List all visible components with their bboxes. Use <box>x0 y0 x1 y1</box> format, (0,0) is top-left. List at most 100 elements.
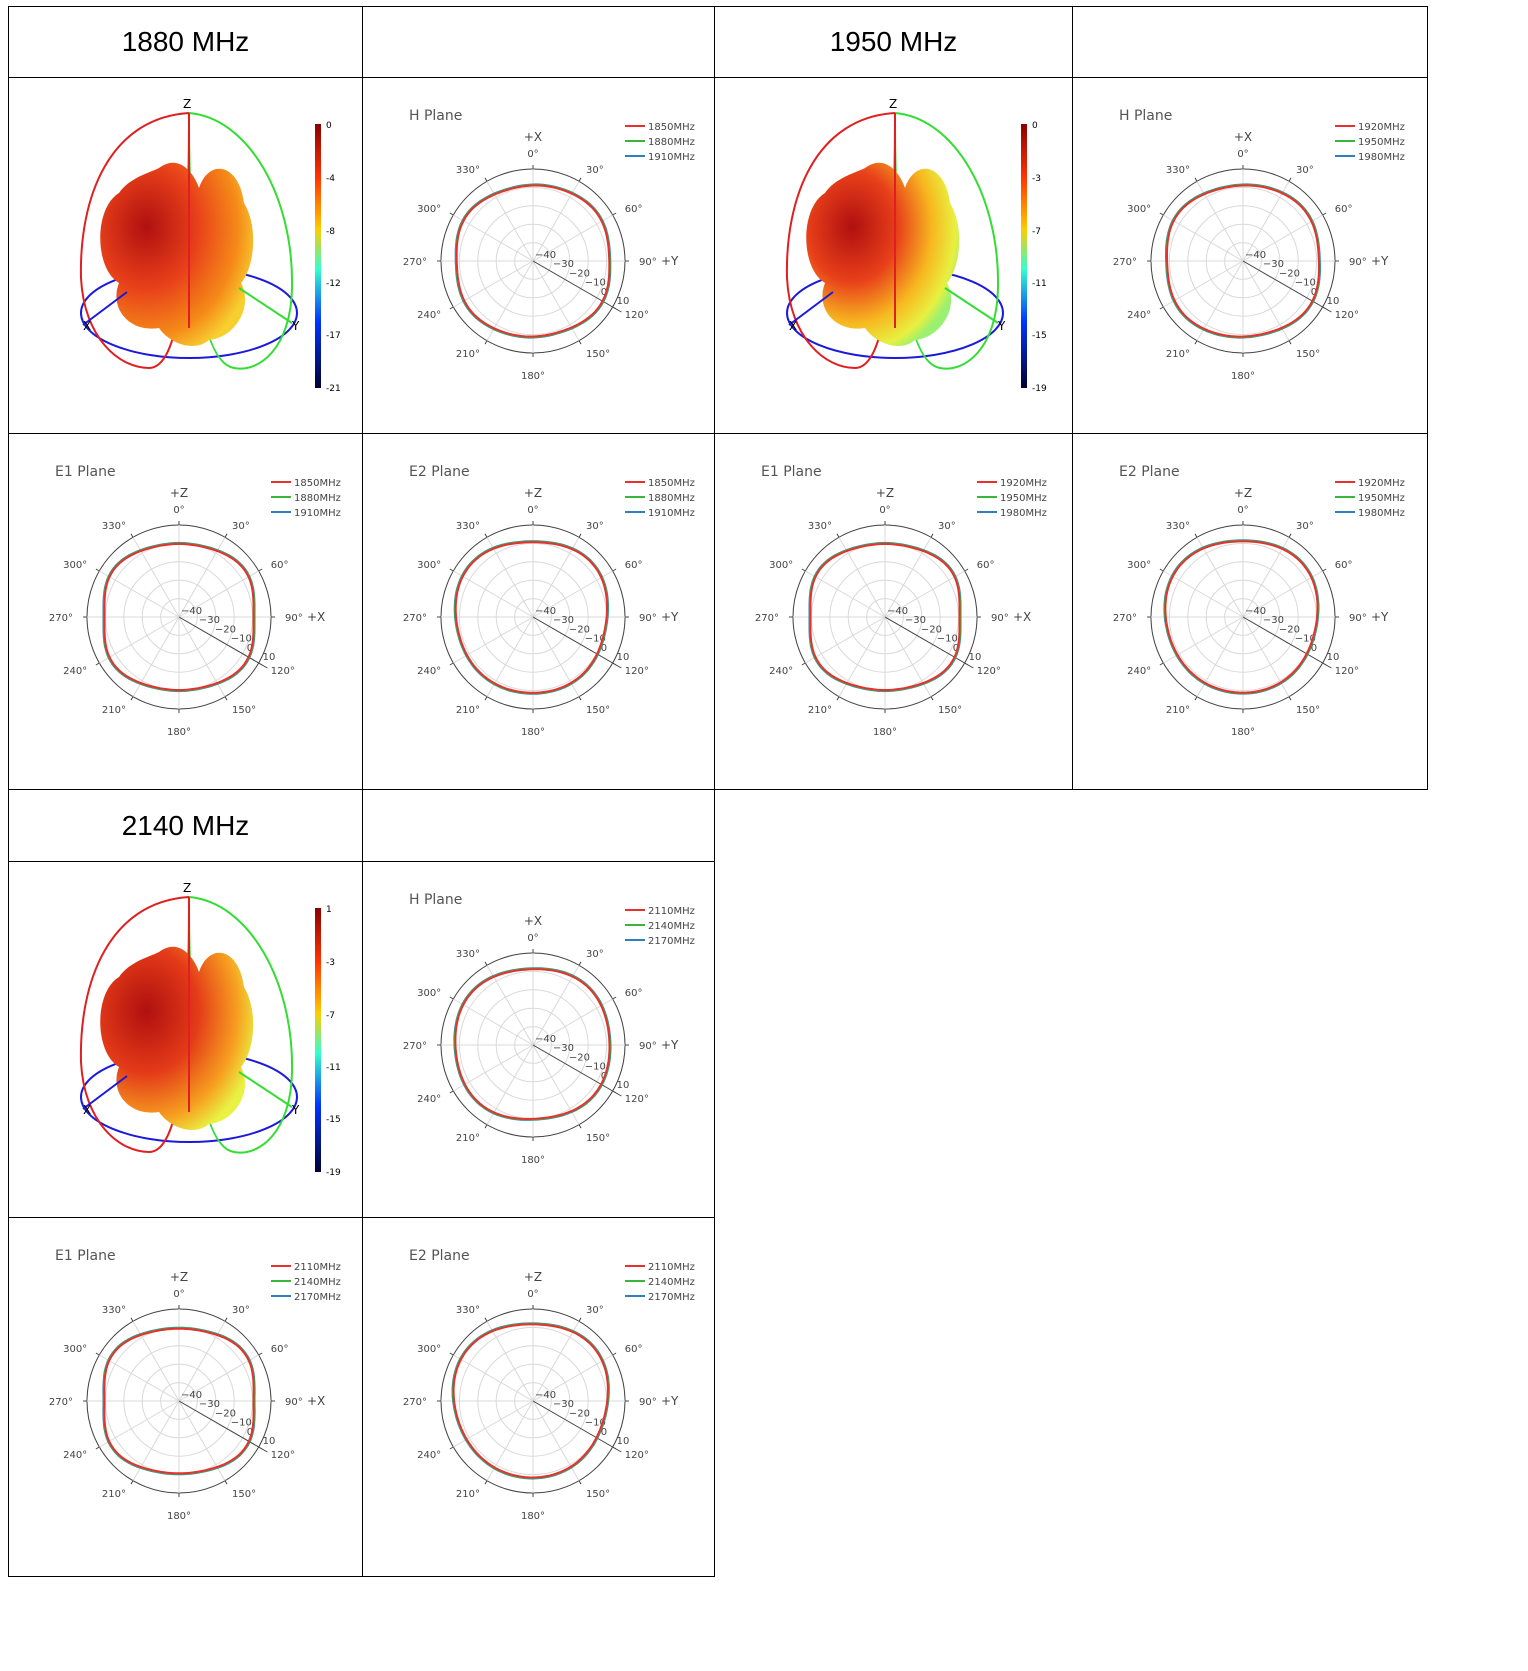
angle-tick-label: 150° <box>586 1133 610 1144</box>
grid-spoke <box>532 537 580 618</box>
direction-label-top: +X <box>524 914 542 928</box>
angle-tick-label: 180° <box>521 1511 545 1522</box>
angle-tick-mark <box>130 533 134 538</box>
angle-tick-mark <box>130 1317 134 1322</box>
angle-tick-mark <box>95 1446 100 1450</box>
direction-label-top: +Z <box>1234 486 1252 500</box>
angle-tick-label: 270° <box>49 613 73 624</box>
grid-spoke <box>884 570 965 618</box>
radial-axis <box>884 616 974 669</box>
angle-tick-label: 150° <box>586 705 610 716</box>
angle-tick-mark <box>801 662 806 666</box>
colorbar-tick: -3 <box>1032 174 1041 184</box>
legend-label: 1880MHz <box>648 137 695 148</box>
angle-tick-mark <box>258 568 263 572</box>
angle-tick-mark <box>612 212 617 216</box>
band-title-2140: 2140 MHz <box>121 809 250 841</box>
grid-spoke <box>132 1321 180 1402</box>
legend-label: 2170MHz <box>294 1292 341 1303</box>
series-curve <box>452 1323 609 1479</box>
legend-label: 1910MHz <box>294 508 341 519</box>
angle-tick-label: 270° <box>49 1397 73 1408</box>
legend-label: 1920MHz <box>1358 478 1405 489</box>
polar-cell: E2 Plane −40 −30 −20 −10 0 10 0° 30° 60° 90° 120° 15… <box>362 433 715 790</box>
angle-tick-label: 330° <box>808 521 832 532</box>
angle-tick-label: 300° <box>417 1344 441 1355</box>
angle-tick-label: 90° <box>1349 613 1367 624</box>
colorbar-tick: -4 <box>326 174 335 184</box>
angle-tick-mark <box>1159 662 1164 666</box>
angle-tick-mark <box>449 212 454 216</box>
colorbar-tick: -17 <box>326 331 341 341</box>
radial-tick-label: 0 <box>601 287 607 298</box>
colorbar <box>315 908 321 1172</box>
angle-tick-label: 330° <box>1166 165 1190 176</box>
x-axis-label: X <box>83 1103 91 1117</box>
grid-spoke <box>1196 616 1244 697</box>
radial-tick-label: 10 <box>1327 652 1340 663</box>
direction-label-right: +Y <box>661 1038 679 1052</box>
radial-tick-label: −20 <box>1279 268 1300 279</box>
grid-spoke <box>132 537 180 618</box>
colorbar-tick: -11 <box>326 1063 341 1073</box>
angle-tick-mark <box>484 533 488 538</box>
grid-spoke <box>532 998 613 1046</box>
angle-tick-label: 150° <box>232 1489 256 1500</box>
angle-tick-label: 180° <box>521 1155 545 1166</box>
grid-spoke <box>453 570 534 618</box>
radial-tick-label: −30 <box>1263 615 1284 626</box>
angle-tick-mark <box>224 1480 228 1485</box>
radial-tick-label: −10 <box>585 1062 606 1073</box>
legend-label: 2170MHz <box>648 1292 695 1303</box>
angle-tick-label: 150° <box>586 349 610 360</box>
radial-axis <box>1242 616 1332 669</box>
polar-chart: E1 Plane −40−30−20−100 10 0° 30° 60° 90° 120° 15… <box>49 464 341 738</box>
angle-tick-label: 120° <box>1335 666 1359 677</box>
radial-tick-label: −40 <box>181 1390 202 1401</box>
angle-tick-label: 90° <box>639 613 657 624</box>
radial-tick-label: 0 <box>1311 643 1317 654</box>
radial-tick-label: −20 <box>215 1408 236 1419</box>
direction-label-right: +X <box>307 1394 325 1408</box>
radial-tick-label: −40 <box>535 1034 556 1045</box>
angle-tick-label: 0° <box>1237 149 1248 160</box>
angle-tick-mark <box>1322 568 1327 572</box>
radial-axis <box>532 260 622 313</box>
series-curve <box>454 541 608 694</box>
angle-tick-label: 60° <box>271 1344 289 1355</box>
radial-tick-label: −20 <box>569 268 590 279</box>
radial-tick-label: −30 <box>553 1399 574 1410</box>
polar-cell: E1 Plane −40 −30 −20 −10 0 10 0° 30° 60° 90° 120° 15… <box>714 433 1073 790</box>
empty-header-cell <box>1072 6 1428 78</box>
legend-label: 1910MHz <box>648 152 695 163</box>
angle-tick-label: 60° <box>625 204 643 215</box>
radial-tick-label: −30 <box>553 259 574 270</box>
radial-tick-label: −10 <box>585 634 606 645</box>
radial-tick-label: −10 <box>231 1418 252 1429</box>
angle-tick-label: 90° <box>285 1397 303 1408</box>
grid-spoke <box>99 570 180 618</box>
band-title-cell-3: 2140 MHz <box>8 789 363 862</box>
radial-tick-label: −20 <box>1279 624 1300 635</box>
angle-tick-label: 120° <box>271 666 295 677</box>
grid-spoke <box>838 616 886 697</box>
plane-title: E2 Plane <box>409 464 470 480</box>
legend-label: 2110MHz <box>648 1262 695 1273</box>
radial-axis <box>178 616 268 669</box>
angle-tick-label: 210° <box>456 705 480 716</box>
angle-tick-mark <box>578 696 582 701</box>
polar-cell: E2 Plane −40 −30 −20 −10 0 10 0° 30° 60° 90° 120° 15… <box>1072 433 1428 790</box>
angle-tick-mark <box>130 1480 134 1485</box>
angle-tick-label: 270° <box>403 1397 427 1408</box>
grid-spoke <box>532 965 580 1046</box>
legend-label: 1980MHz <box>1000 508 1047 519</box>
grid-spoke <box>1242 570 1323 618</box>
colorbar-tick: -8 <box>326 227 335 237</box>
angle-tick-label: 240° <box>417 310 441 321</box>
angle-tick-label: 60° <box>625 988 643 999</box>
angle-tick-label: 270° <box>403 257 427 268</box>
angle-tick-mark <box>1288 696 1292 701</box>
angle-tick-mark <box>1194 177 1198 182</box>
angle-tick-label: 240° <box>417 1094 441 1105</box>
grid-spoke <box>453 214 534 262</box>
